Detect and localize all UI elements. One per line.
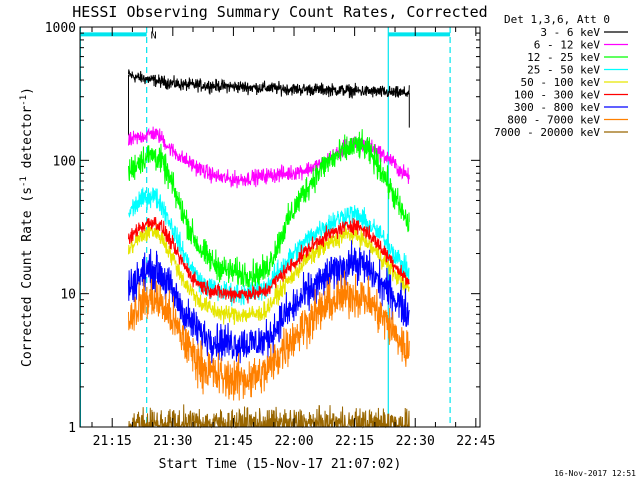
legend-label: 50 - 100 keV bbox=[521, 76, 601, 89]
series-2 bbox=[127, 129, 410, 291]
y-tick-label: 100 bbox=[53, 154, 76, 169]
series-line bbox=[127, 270, 410, 401]
y-axis-label-main: Corrected Count Rate (s bbox=[20, 187, 35, 367]
legend-label: 800 - 7000 keV bbox=[507, 114, 600, 127]
series-line bbox=[127, 126, 410, 189]
series-1 bbox=[127, 126, 410, 189]
y-axis-label-sup1: -1 bbox=[19, 176, 29, 187]
series-6 bbox=[127, 240, 410, 364]
legend-label: 300 - 800 keV bbox=[514, 101, 600, 114]
series-8 bbox=[128, 404, 410, 429]
series-line bbox=[127, 129, 410, 291]
chart-title: HESSI Observing Summary Count Rates, Cor… bbox=[72, 3, 487, 21]
footer-timestamp: 16-Nov-2017 12:51 bbox=[554, 469, 636, 478]
y-axis-label-sup2: -1 bbox=[19, 95, 29, 106]
x-tick-label: 21:30 bbox=[153, 434, 192, 449]
plot-frame bbox=[79, 26, 481, 428]
y-axis-label-end: ) bbox=[20, 87, 35, 95]
x-tick-label: 22:45 bbox=[456, 434, 495, 449]
x-tick-label: 21:15 bbox=[93, 434, 132, 449]
series-line bbox=[127, 223, 410, 326]
y-tick-label: 1000 bbox=[45, 21, 76, 36]
x-tick-label: 22:00 bbox=[274, 434, 313, 449]
y-tick-label: 10 bbox=[60, 288, 76, 303]
legend-header: Det 1,3,6, Att 0 bbox=[504, 13, 610, 26]
night-label: N bbox=[151, 30, 157, 41]
x-tick-label: 22:30 bbox=[396, 434, 435, 449]
series-line bbox=[128, 404, 410, 429]
legend-label: 6 - 12 keV bbox=[534, 39, 601, 52]
y-axis-label-mid: detector bbox=[20, 106, 35, 177]
legend-label: 100 - 300 keV bbox=[514, 89, 600, 102]
series-7 bbox=[127, 270, 410, 401]
x-axis: 21:15 21:30 21:45 22:00 22:15 22:30 22:45 bbox=[91, 27, 495, 449]
series-0 bbox=[127, 69, 410, 136]
legend-label: 7000 - 20000 keV bbox=[494, 126, 600, 139]
series-line bbox=[127, 69, 410, 99]
series-line bbox=[127, 216, 410, 304]
series-layer bbox=[127, 69, 410, 429]
series-line bbox=[127, 240, 410, 364]
legend-label: 12 - 25 keV bbox=[527, 51, 600, 64]
series-4 bbox=[127, 223, 410, 326]
legend-label: 3 - 6 keV bbox=[540, 26, 600, 39]
x-axis-label: Start Time (15-Nov-17 21:07:02) bbox=[159, 457, 402, 472]
x-tick-label: 21:45 bbox=[214, 434, 253, 449]
series-5 bbox=[127, 216, 410, 304]
y-tick-label: 1 bbox=[68, 421, 76, 436]
y-axis-label: Corrected Count Rate (s-1 detector-1) bbox=[19, 87, 35, 367]
y-axis: 1 10 100 1000 bbox=[45, 21, 480, 436]
x-tick-label: 22:15 bbox=[335, 434, 374, 449]
legend-label: 25 - 50 keV bbox=[527, 64, 600, 77]
